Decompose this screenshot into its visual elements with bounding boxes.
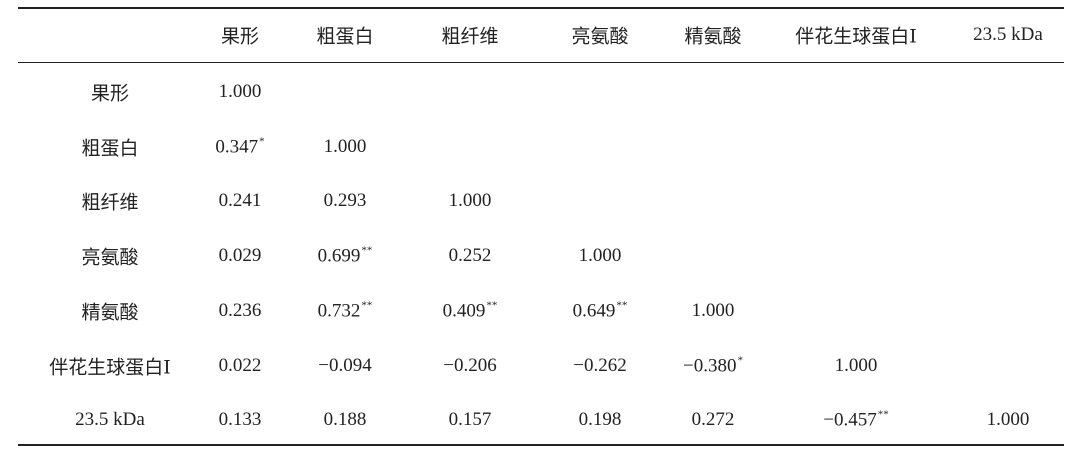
row-label: 23.5 kDa xyxy=(75,409,145,431)
significance-mark: ** xyxy=(361,299,373,312)
cell-value: 1.000 xyxy=(691,299,735,321)
cell-value: 0.347* xyxy=(215,135,264,158)
cell-value: −0.262 xyxy=(573,354,627,376)
coefficient: 0.649 xyxy=(572,300,616,322)
top-rule xyxy=(18,7,1064,9)
column-header: 果形 xyxy=(220,26,260,48)
header-rule xyxy=(18,62,1064,63)
cell-value: 0.252 xyxy=(448,245,492,267)
coefficient: 0.409 xyxy=(442,300,486,322)
cell-value: 0.236 xyxy=(218,299,262,321)
cell-value: 0.699** xyxy=(318,245,373,268)
column-header: 粗蛋白 xyxy=(316,26,374,48)
significance-mark: ** xyxy=(361,244,373,257)
cell-value: 0.198 xyxy=(578,409,622,431)
row-label: 精氨酸 xyxy=(81,302,139,324)
cell-value: 1.000 xyxy=(986,409,1030,431)
column-header: 粗纤维 xyxy=(441,26,499,48)
cell-value: 0.293 xyxy=(323,190,367,212)
cell-value: 0.272 xyxy=(691,409,735,431)
bottom-rule xyxy=(18,444,1064,446)
significance-mark: * xyxy=(737,354,743,366)
column-header: 精氨酸 xyxy=(684,26,742,48)
cell-value: 0.022 xyxy=(218,354,262,376)
column-header: 伴花生球蛋白Ⅰ xyxy=(795,26,917,48)
coefficient: −0.457 xyxy=(823,409,877,431)
row-label: 粗纤维 xyxy=(81,192,139,214)
cell-value: −0.380* xyxy=(683,354,743,377)
cell-value: 1.000 xyxy=(448,190,492,212)
cell-value: 0.409** xyxy=(443,299,498,322)
cell-value: 1.000 xyxy=(834,354,878,376)
cell-value: 1.000 xyxy=(578,245,622,267)
row-label: 伴花生球蛋白Ⅰ xyxy=(49,357,171,378)
row-label: 亮氨酸 xyxy=(81,247,139,269)
cell-value: 0.649** xyxy=(573,299,628,322)
cell-value: 0.133 xyxy=(218,409,262,431)
significance-mark: * xyxy=(259,135,265,148)
coefficient: −0.380 xyxy=(683,355,737,376)
significance-mark: ** xyxy=(877,408,889,421)
significance-mark: ** xyxy=(616,299,628,312)
cell-value: −0.206 xyxy=(443,354,497,376)
coefficient: 0.699 xyxy=(317,245,361,267)
column-header: 亮氨酸 xyxy=(571,26,629,48)
row-label: 粗蛋白 xyxy=(81,138,139,160)
significance-mark: ** xyxy=(486,299,498,312)
column-header: 23.5 kDa xyxy=(973,24,1043,45)
cell-value: 1.000 xyxy=(218,81,262,102)
coefficient: 0.347 xyxy=(215,136,259,158)
cell-value: 1.000 xyxy=(323,135,367,157)
cell-value: 0.029 xyxy=(218,245,262,267)
cell-value: −0.457** xyxy=(823,409,888,432)
cell-value: 0.188 xyxy=(323,409,367,431)
coefficient: 0.732 xyxy=(317,300,361,322)
cell-value: 0.157 xyxy=(448,409,492,431)
row-label: 果形 xyxy=(90,83,130,105)
cell-value: 0.241 xyxy=(218,190,262,212)
cell-value: 0.732** xyxy=(318,299,373,322)
cell-value: −0.094 xyxy=(318,354,372,376)
